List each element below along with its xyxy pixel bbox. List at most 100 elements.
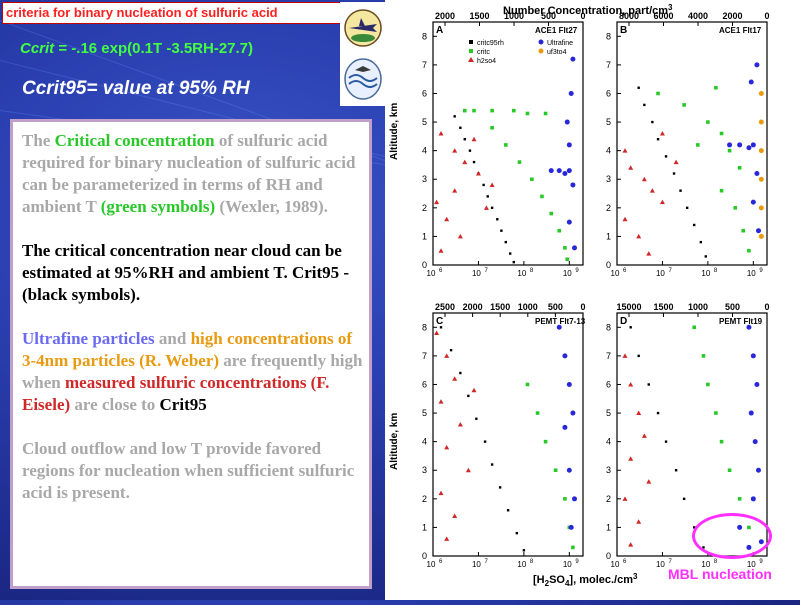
plot-frame — [432, 21, 584, 266]
h2so4-point — [444, 536, 450, 541]
critc95rh-point — [490, 463, 494, 466]
formula: Ccrit = -.16 exp(0.1T -3.5RH-27.7) — [20, 40, 253, 57]
critc-point — [727, 148, 732, 153]
h2so4-point — [628, 165, 634, 170]
ultrafine-point — [568, 524, 574, 530]
critc95rh-point — [647, 383, 650, 386]
critc95rh-point — [651, 120, 654, 124]
ultrafine-point — [750, 496, 756, 502]
paragraph-crit95: The critical concentration near cloud ca… — [22, 240, 363, 306]
critc95rh-point — [679, 189, 682, 192]
top-tick-label: 1500 — [653, 302, 673, 312]
h2so4-point — [659, 199, 665, 205]
h2so4-point — [457, 233, 463, 239]
h2so4-point — [489, 182, 495, 187]
y-tick-label: 4 — [422, 146, 427, 156]
critc-point — [503, 143, 508, 147]
y-tick-label: 4 — [606, 146, 611, 156]
y-tick-label: 1 — [422, 231, 427, 241]
x-tick-exponent: 8 — [714, 559, 718, 565]
x-tick-label: 10 — [701, 269, 710, 278]
x-tick-exponent: 6 — [439, 559, 443, 565]
flight-label: PEMT Flt19 — [719, 317, 763, 326]
y-tick-label: 5 — [422, 408, 427, 418]
legend-label: Ultrafine — [547, 40, 573, 47]
y-tick-label: 6 — [606, 88, 611, 98]
x-tick-label: 10 — [701, 560, 710, 569]
critc-point — [719, 131, 724, 136]
ultrafine-point — [566, 381, 572, 387]
critc95rh-point — [509, 252, 512, 255]
text-run: (green symbols) — [100, 197, 216, 216]
h2so4-point — [438, 130, 444, 136]
critc-point — [535, 411, 540, 415]
critc-point — [656, 91, 660, 96]
top-tick-label: 0 — [580, 11, 585, 21]
critc95rh-point — [483, 440, 487, 443]
top-tick-label: 6000 — [653, 11, 673, 21]
y-tick-label: 5 — [606, 117, 611, 127]
formula-ccrit: Ccrit — [20, 40, 55, 57]
paragraph-ultrafine: Ultrafine particles and high concentrati… — [22, 328, 363, 416]
h2so4-point — [673, 159, 679, 165]
h2so4-point — [483, 205, 489, 210]
x-tick-label: 10 — [611, 269, 620, 278]
h2so4-point — [452, 188, 458, 193]
ultrafine-point — [727, 142, 733, 148]
critc-point — [563, 246, 567, 250]
uf3to4-point — [758, 148, 764, 154]
critc95rh-point — [699, 240, 703, 244]
legend-label: critc — [477, 49, 490, 56]
x-tick-label: 10 — [427, 560, 436, 569]
top-tick-label: 4000 — [688, 11, 708, 21]
y-tick-label: 2 — [422, 494, 427, 504]
text-run: high concentrations of 3-4nm particles (… — [22, 329, 353, 370]
critc95rh-point — [672, 172, 676, 175]
x-tick-label: 10 — [472, 269, 481, 278]
y-tick-label: 3 — [422, 465, 427, 475]
critc-point — [462, 108, 467, 113]
top-tick-label: 500 — [725, 302, 740, 312]
y-tick-label: 6 — [606, 379, 611, 389]
x-tick-label: 10 — [427, 269, 436, 278]
h2so4-point — [641, 433, 647, 438]
y-axis-title: Altitude, km — [389, 103, 400, 160]
top-tick-label: 8000 — [619, 11, 639, 21]
critc-point — [719, 188, 724, 193]
y-tick-label: 0 — [606, 551, 611, 561]
critc-point — [682, 103, 686, 107]
panel-letter: D — [620, 316, 627, 327]
ultrafine-point — [755, 467, 761, 473]
x-tick-exponent: 6 — [623, 559, 627, 565]
critc95rh-point — [496, 218, 499, 221]
slide-title: criteria for binary nucleation of sulfur… — [2, 2, 343, 24]
text-run: (Wexler, 1989). — [215, 197, 328, 216]
y-tick-label: 6 — [422, 379, 427, 389]
h2so4-point — [636, 519, 642, 524]
ultrafine-point — [566, 467, 572, 473]
formula-expression: = -.16 exp(0.1T -3.5RH-27.7) — [54, 40, 254, 57]
top-tick-label: 0 — [764, 302, 769, 312]
plot-frame — [432, 312, 584, 557]
y-tick-label: 1 — [422, 522, 427, 532]
y-tick-label: 7 — [606, 351, 611, 361]
critc-point — [737, 166, 742, 170]
top-tick-label: 2500 — [435, 302, 455, 312]
x-tick-exponent: 7 — [668, 559, 672, 565]
figure-panel: Number Concentration, part/cm3 Altitude,… — [385, 0, 800, 600]
critc-point — [565, 257, 570, 262]
ultrafine-point — [571, 496, 577, 502]
h2so4-point — [475, 171, 481, 176]
critc95rh-point — [693, 223, 696, 227]
critc-point — [563, 497, 567, 501]
critc-point — [571, 545, 575, 550]
top-tick-label: 1000 — [688, 302, 708, 312]
x-tick-exponent: 8 — [530, 268, 534, 274]
h2so4-point — [628, 381, 634, 387]
critc-point — [525, 382, 530, 387]
critc95rh-point — [486, 195, 489, 198]
h2so4-point — [622, 148, 628, 153]
x-tick-label: 10 — [656, 269, 665, 278]
airplane-logo — [344, 9, 382, 47]
critc-point — [490, 108, 494, 113]
